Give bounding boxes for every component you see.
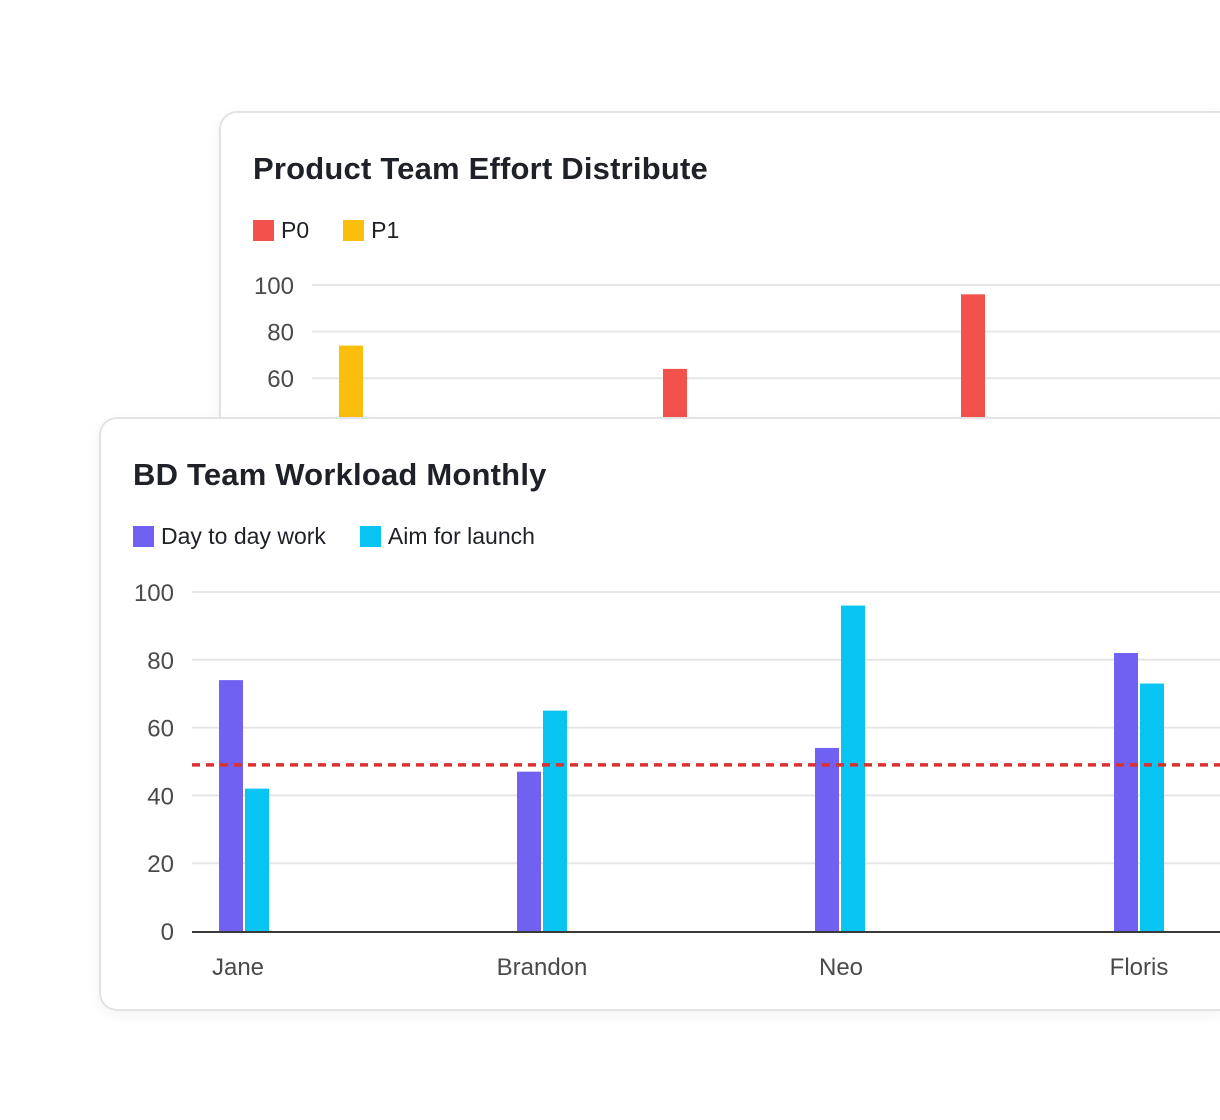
y-tick-label: 40 xyxy=(147,783,174,810)
y-tick-label: 60 xyxy=(267,366,294,393)
y-tick-label: 80 xyxy=(267,320,294,347)
y-tick-label: 80 xyxy=(147,648,174,675)
legend-item-p1[interactable]: P1 xyxy=(343,217,399,244)
x-category-label: Neo xyxy=(819,954,863,981)
bar xyxy=(517,771,541,931)
bar xyxy=(543,710,567,931)
legend-label: P1 xyxy=(371,217,400,243)
legend-label: P0 xyxy=(281,217,310,243)
legend-swatch xyxy=(253,220,274,241)
legend-swatch xyxy=(133,526,154,547)
chart-title: BD Team Workload Monthly xyxy=(133,457,547,492)
legend-label: Aim for launch xyxy=(387,523,535,549)
legend-label: Day to day work xyxy=(161,523,326,549)
legend-item-day-to-day[interactable]: Day to day work xyxy=(133,523,326,550)
bar xyxy=(1140,683,1164,931)
legend-item-p0[interactable]: P0 xyxy=(253,217,309,244)
y-tick-label: 0 xyxy=(161,919,174,946)
x-category-label: Floris xyxy=(1110,954,1169,981)
chart-legend: P0 P1 xyxy=(253,217,433,244)
bar xyxy=(245,788,269,931)
legend-item-aim-for-launch[interactable]: Aim for launch xyxy=(359,523,535,550)
legend-swatch xyxy=(343,220,365,241)
chart-legend: Day to day work Aim for launch xyxy=(133,523,569,550)
x-category-label: Brandon xyxy=(497,954,588,981)
bar xyxy=(815,747,839,931)
y-tick-label: 100 xyxy=(134,580,174,607)
x-category-label: Jane xyxy=(212,954,264,981)
chart-title: Product Team Effort Distribute xyxy=(253,151,708,186)
bar xyxy=(219,680,243,931)
bd-workload-chart: 100 80 60 40 20 0 Jane Brandon Neo Floris xyxy=(134,580,1220,981)
y-tick-label: 60 xyxy=(147,716,174,743)
bar xyxy=(841,605,865,931)
bd-workload-card: 100 80 60 40 20 0 Jane Brandon Neo Floris BD Team… xyxy=(99,417,1220,1011)
legend-swatch xyxy=(359,526,381,547)
y-tick-label: 100 xyxy=(254,273,294,300)
bar xyxy=(1114,653,1138,931)
y-tick-label: 20 xyxy=(147,851,174,878)
